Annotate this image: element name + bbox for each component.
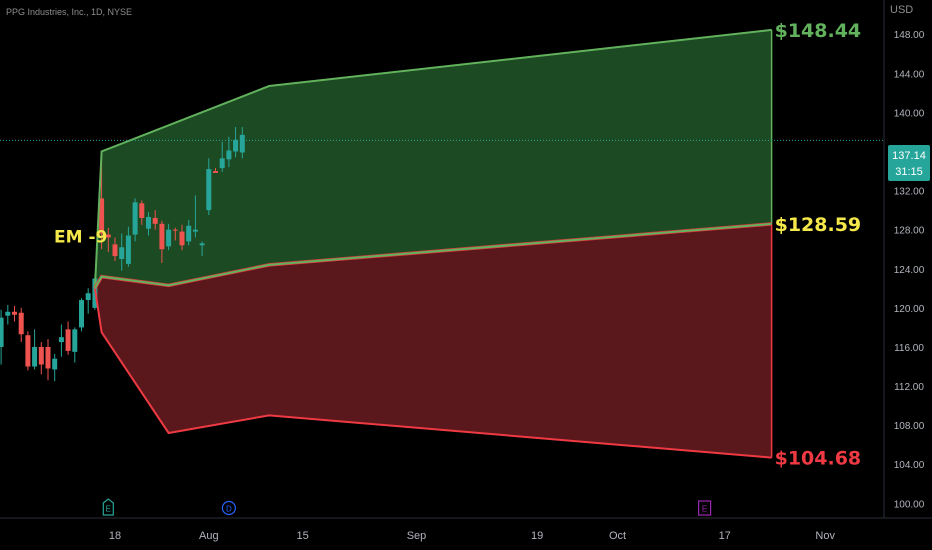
- candle-body: [52, 358, 58, 370]
- candle-body: [139, 203, 145, 218]
- svg-text:E: E: [106, 505, 111, 514]
- expected-move-labels: $148.44 $128.59 $104.68 EM -9: [54, 20, 861, 470]
- candle-body: [105, 234, 111, 238]
- price-tick-label: 128.00: [894, 226, 925, 237]
- price-tick-label: 104.00: [894, 460, 925, 471]
- price-tick-label: 116.00: [894, 343, 924, 354]
- candle-body: [192, 229, 198, 232]
- candle-body: [199, 243, 205, 246]
- candle-body: [25, 335, 31, 367]
- candle-body: [239, 134, 245, 153]
- price-tick-label: 100.00: [894, 499, 925, 510]
- time-tick-label: Oct: [609, 530, 626, 542]
- svg-text:D: D: [226, 505, 232, 514]
- price-tick-label: 144.00: [894, 69, 925, 80]
- lower-range-area: [94, 223, 772, 458]
- middle-range-line: [94, 222, 772, 289]
- lower-range-line: [93, 288, 772, 459]
- price-tick-label: 120.00: [894, 304, 925, 315]
- last-price-value: 137.14: [892, 150, 926, 162]
- candle-body: [79, 300, 84, 328]
- candle-body: [58, 337, 64, 343]
- candle-body: [0, 317, 4, 347]
- candle-body: [32, 346, 38, 367]
- upper-range-area: [94, 29, 772, 289]
- candle-body: [12, 311, 17, 315]
- time-tick-label: 17: [719, 530, 731, 542]
- upper-target-label: $148.44: [775, 20, 862, 42]
- candle-body: [166, 229, 172, 247]
- time-tick-label: Nov: [815, 530, 835, 542]
- price-tick-label: 108.00: [894, 421, 925, 432]
- time-tick-label: 18: [109, 530, 121, 542]
- candle-body: [119, 247, 125, 259]
- candle-body: [146, 216, 151, 229]
- candle-body: [99, 198, 105, 234]
- price-tick-label: 148.00: [894, 30, 925, 41]
- time-axis[interactable]: 18 Aug 15 Sep 19 Oct 17 Nov: [109, 530, 836, 542]
- expected-move-lines: [93, 28, 772, 459]
- candle-body: [18, 312, 24, 335]
- last-price-badge: 137.14 31:15: [888, 145, 930, 181]
- lower-target-label: $104.68: [775, 448, 862, 470]
- price-tick-label: 140.00: [894, 108, 925, 119]
- time-tick-label: Sep: [407, 530, 427, 542]
- candle-body: [152, 217, 158, 224]
- candle-body: [219, 158, 225, 169]
- candle-body: [159, 223, 165, 250]
- svg-text:E: E: [702, 505, 707, 514]
- time-tick-label: 15: [296, 530, 308, 542]
- candle-body: [125, 235, 131, 264]
- candle-body: [186, 225, 192, 242]
- candle-body: [38, 346, 44, 365]
- em-label: EM -9: [54, 227, 107, 247]
- event-marker-d-icon[interactable]: D: [221, 500, 236, 516]
- time-tick-label: 19: [531, 530, 543, 542]
- candle-body: [206, 169, 212, 211]
- candle-body: [112, 244, 118, 257]
- candle-body: [85, 293, 91, 301]
- candle-body: [213, 171, 218, 173]
- event-marker-e-icon[interactable]: E: [102, 498, 114, 516]
- bar-countdown: 31:15: [895, 166, 923, 178]
- candle-body: [72, 329, 78, 352]
- time-tick-label: Aug: [199, 530, 219, 542]
- candle-body: [65, 329, 71, 351]
- candle-body: [132, 202, 138, 235]
- candle-body: [5, 311, 11, 316]
- expected-move-fills: [94, 29, 773, 458]
- symbol-title: PPG Industries, Inc., 1D, NYSE: [6, 7, 133, 17]
- price-axis[interactable]: 100.00 104.00 108.00 112.00 116.00 120.00 124.…: [894, 30, 925, 510]
- currency-label: USD: [890, 4, 914, 16]
- candle-body: [233, 139, 239, 152]
- middle-target-label: $128.59: [775, 214, 862, 236]
- candle-body: [179, 231, 185, 246]
- upper-range-line: [93, 28, 772, 289]
- price-tick-label: 132.00: [894, 187, 925, 198]
- price-tick-label: 124.00: [894, 265, 925, 276]
- event-marker-e-icon[interactable]: E: [697, 500, 712, 516]
- price-tick-label: 112.00: [894, 382, 924, 393]
- candle-body: [172, 229, 178, 231]
- candle-body: [226, 150, 232, 160]
- candles-layer: [0, 127, 245, 382]
- candle-body: [45, 346, 51, 369]
